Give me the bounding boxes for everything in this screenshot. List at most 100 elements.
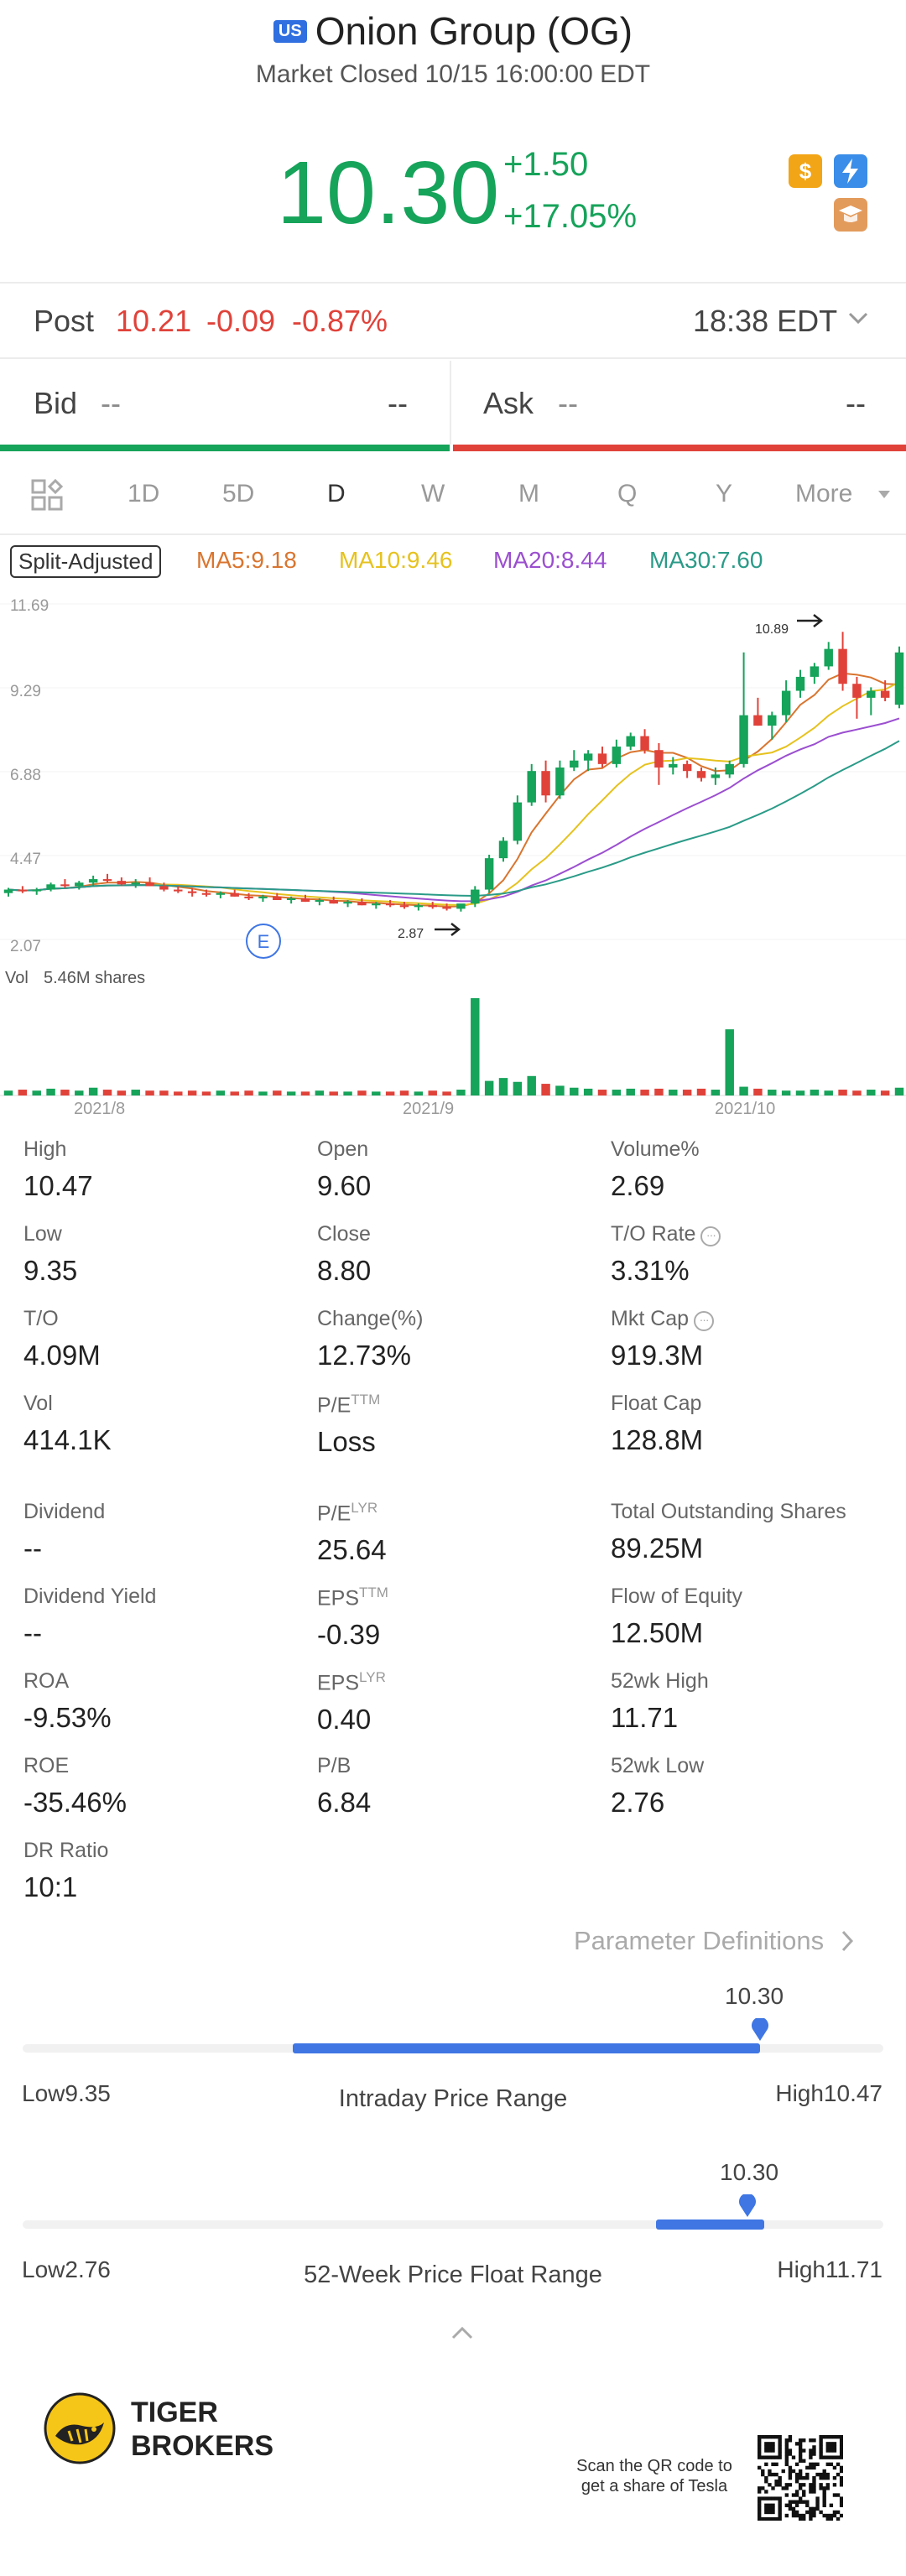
stat-label: Flow of Equity xyxy=(611,1585,742,1609)
tab-y[interactable]: Y xyxy=(716,480,733,507)
lightning-icon[interactable] xyxy=(834,154,867,188)
volume-bar xyxy=(880,1090,890,1095)
ma20-label: MA20:8.44 xyxy=(493,547,607,573)
stat-label: Dividend Yield xyxy=(23,1585,156,1609)
last-price: 10.30 xyxy=(277,143,500,242)
stat-label-text: P/B xyxy=(317,1754,351,1777)
candle-body xyxy=(781,690,791,716)
tab-q[interactable]: Q xyxy=(617,480,638,507)
candle-body xyxy=(541,771,550,796)
split-adjusted-toggle[interactable]: Split-Adjusted xyxy=(10,545,162,578)
candle-body xyxy=(75,882,84,887)
candle-body xyxy=(18,889,28,892)
stat-value: 12.73% xyxy=(317,1340,411,1371)
candle-body xyxy=(273,896,282,901)
intraday-pin-icon xyxy=(752,2018,769,2041)
stat-cell: ROE -35.46% xyxy=(23,1754,127,1819)
earnings-marker-icon[interactable] xyxy=(246,924,281,959)
candle-body xyxy=(300,898,310,903)
ma10-label: MA10:9.46 xyxy=(339,547,453,573)
volume-bar xyxy=(286,1091,296,1095)
x-tick-label: 2021/9 xyxy=(403,1100,454,1118)
volume-bar xyxy=(3,1090,13,1095)
intraday-range-title: Intraday Price Range xyxy=(338,2085,568,2112)
education-hat-icon[interactable] xyxy=(834,198,867,232)
high-marker-arrow-icon xyxy=(797,614,824,627)
volume-bar xyxy=(753,1088,763,1095)
chevron-down-icon[interactable] xyxy=(847,310,869,330)
stat-label: P/ELYR xyxy=(317,1500,387,1526)
stat-cell: Total Outstanding Shares 89.25M xyxy=(611,1500,846,1564)
qr-caption-line-2: get a share of Tesla xyxy=(581,2477,728,2495)
qr-code-icon[interactable] xyxy=(758,2435,843,2521)
candle-body xyxy=(597,753,607,764)
stat-cell: Change(%) 12.73% xyxy=(317,1307,423,1371)
stat-cell: ROA -9.53% xyxy=(23,1669,112,1734)
parameter-definitions-link[interactable]: Parameter Definitions xyxy=(574,1926,855,1956)
chart-layout-icon[interactable] xyxy=(30,478,64,516)
candle-body xyxy=(513,802,523,841)
stock-title: US Onion Group (OG) xyxy=(0,8,906,54)
volume-bar xyxy=(867,1090,876,1095)
tab-more[interactable]: More xyxy=(795,480,853,507)
stat-label-text: Change(%) xyxy=(317,1307,424,1330)
volume-bar xyxy=(498,1078,508,1095)
candle-body xyxy=(527,771,536,803)
week52-low-label: Low2.76 xyxy=(22,2256,111,2282)
tab-m[interactable]: M xyxy=(518,480,539,507)
volume-bar xyxy=(201,1091,211,1095)
y-tick-label: 4.47 xyxy=(10,851,41,868)
candle-body xyxy=(484,858,494,890)
candle-body xyxy=(555,768,565,796)
volume-bar xyxy=(244,1090,253,1095)
candle-body xyxy=(385,903,395,906)
tab-w[interactable]: W xyxy=(421,480,445,507)
tab-1d[interactable]: 1D xyxy=(128,480,160,507)
stat-cell: Dividend -- xyxy=(23,1500,105,1564)
volume-bar xyxy=(117,1090,127,1095)
stat-label: Mkt Cap ··· xyxy=(611,1307,715,1331)
stat-label: Open xyxy=(317,1137,371,1162)
candle-body xyxy=(201,892,211,895)
volume-bar xyxy=(682,1090,692,1095)
volume-bar xyxy=(768,1090,777,1095)
volume-bar xyxy=(414,1091,424,1095)
tiger-brokers-logo-icon xyxy=(44,2392,116,2464)
stat-value: 0.40 xyxy=(317,1704,372,1736)
stat-value: 2.76 xyxy=(611,1787,665,1818)
candle-body xyxy=(867,690,876,698)
ask-label: Ask xyxy=(483,386,534,420)
stat-label-text: EPS xyxy=(317,1586,360,1611)
candlestick-chart[interactable]: 11.69 9.29 6.88 4.47 2.07 Vol 5.46M shar… xyxy=(0,587,906,1124)
caret-down-icon[interactable] xyxy=(877,488,891,503)
chevron-right-icon xyxy=(841,1930,853,1952)
volume-bar xyxy=(570,1087,579,1095)
post-market-row[interactable]: Post 10.21 -0.09 -0.87% 18:38 EDT xyxy=(0,285,906,361)
tab-5d[interactable]: 5D xyxy=(222,480,255,507)
post-label: Post xyxy=(34,304,95,338)
volume-value: 5.46M shares xyxy=(44,969,145,987)
tab-d[interactable]: D xyxy=(327,480,346,507)
stat-value: 11.71 xyxy=(611,1702,679,1733)
intraday-low-label: Low9.35 xyxy=(22,2080,111,2106)
stat-cell: Flow of Equity 12.50M xyxy=(611,1585,742,1649)
stat-label: Volume% xyxy=(611,1137,700,1162)
stat-value: 6.84 xyxy=(317,1787,372,1818)
week52-pin-icon xyxy=(739,2194,757,2217)
stat-cell: P/ELYR 25.64 xyxy=(317,1500,387,1566)
stat-label-superscript: LYR xyxy=(359,1669,386,1685)
stat-value: 9.35 xyxy=(23,1255,78,1286)
intraday-current-value: 10.30 xyxy=(725,1983,784,2009)
dollar-icon[interactable]: $ xyxy=(789,154,822,188)
stat-value: 25.64 xyxy=(317,1534,387,1566)
candle-body xyxy=(768,715,777,726)
qr-caption-line-1: Scan the QR code to xyxy=(576,2457,732,2475)
volume-bar xyxy=(258,1091,268,1095)
chevron-up-icon[interactable] xyxy=(450,2325,475,2344)
stat-value: 10:1 xyxy=(23,1871,78,1902)
volume-bar xyxy=(18,1090,28,1095)
more-info-icon[interactable]: ··· xyxy=(700,1226,721,1246)
volume-bar xyxy=(810,1090,820,1095)
more-info-icon[interactable]: ··· xyxy=(694,1311,715,1331)
stat-value: 9.60 xyxy=(317,1170,372,1201)
